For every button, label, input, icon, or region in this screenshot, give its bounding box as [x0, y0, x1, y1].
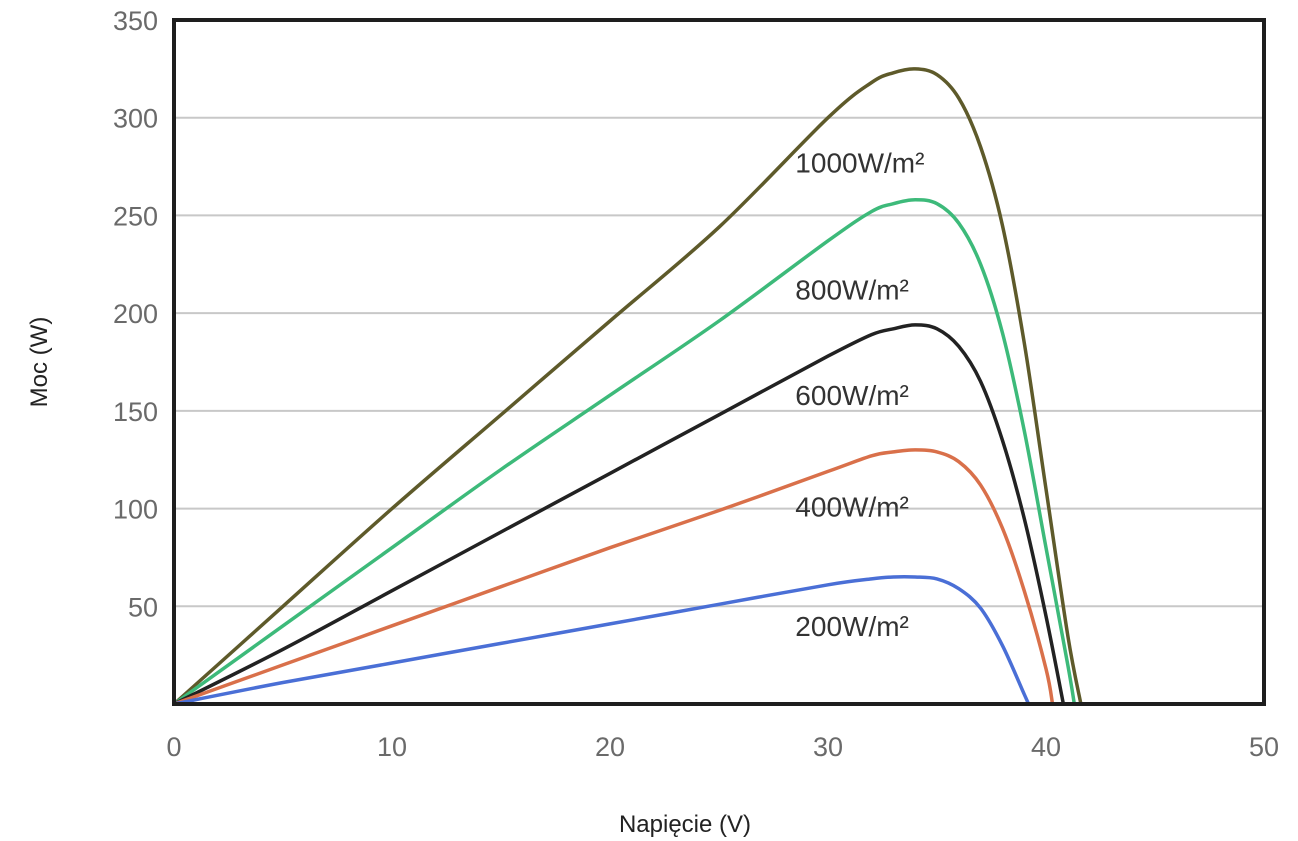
y-axis-ticks: 50 100 150 200 250 300 350 — [113, 6, 158, 622]
series-annotations: 1000W/m² 800W/m² 600W/m² 400W/m² 200W/m² — [795, 148, 924, 642]
series-label: 600W/m² — [795, 380, 909, 411]
y-tick-label: 300 — [113, 104, 158, 134]
series-label: 800W/m² — [795, 275, 909, 306]
plot-frame — [172, 18, 1266, 706]
y-tick-label: 100 — [113, 495, 158, 525]
gridlines — [174, 116, 1264, 608]
series-line-1 — [172, 198, 1077, 706]
series-label: 200W/m² — [795, 611, 909, 642]
y-axis-label: Moc (W) — [26, 317, 53, 408]
x-tick-label: 20 — [595, 732, 625, 762]
series-line-3 — [172, 448, 1055, 706]
x-tick-label: 0 — [166, 732, 181, 762]
series-line-2 — [172, 323, 1066, 706]
y-tick-label: 150 — [113, 397, 158, 427]
x-axis-label: Napięcie (V) — [619, 811, 751, 838]
series-lines — [172, 67, 1083, 706]
y-tick-label: 50 — [128, 592, 158, 622]
y-tick-label: 350 — [113, 6, 158, 36]
y-tick-label: 250 — [113, 201, 158, 231]
x-tick-label: 40 — [1031, 732, 1061, 762]
series-line-4 — [172, 574, 1031, 706]
x-tick-label: 10 — [377, 732, 407, 762]
x-tick-label: 30 — [813, 732, 843, 762]
x-axis-ticks: 0 10 20 30 40 50 — [166, 732, 1279, 762]
series-label: 1000W/m² — [795, 148, 924, 179]
series-label: 400W/m² — [795, 492, 909, 523]
x-tick-label: 50 — [1249, 732, 1279, 762]
series-line-0 — [172, 67, 1083, 706]
y-tick-label: 200 — [113, 299, 158, 329]
